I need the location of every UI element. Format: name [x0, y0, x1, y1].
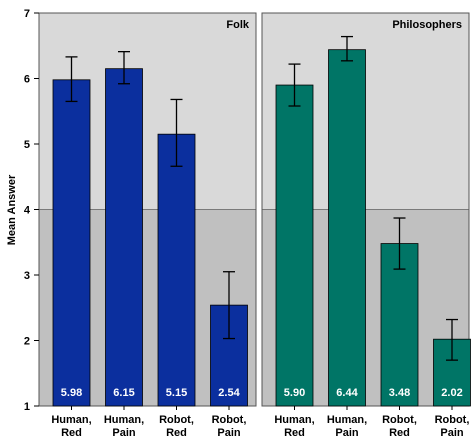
- x-tick-label: Human,: [327, 414, 367, 426]
- bar-value-label: 5.90: [284, 387, 305, 399]
- x-tick-label: Robot,: [435, 414, 470, 426]
- bar-value-label: 2.54: [218, 387, 240, 399]
- y-axis-label: Mean Answer: [6, 174, 18, 245]
- bar-value-label: 6.15: [113, 387, 134, 399]
- bar: [275, 84, 314, 407]
- x-tick-label: Robot,: [382, 414, 417, 426]
- y-tick-label: 5: [24, 139, 30, 151]
- x-tick-label: Red: [61, 427, 82, 439]
- panel-title: Philosophers: [392, 19, 462, 31]
- x-tick-label: Pain: [217, 427, 241, 439]
- x-tick-label: Pain: [440, 427, 464, 439]
- x-tick-label: Human,: [104, 414, 144, 426]
- y-tick-label: 1: [24, 401, 30, 413]
- x-tick-label: Red: [284, 427, 305, 439]
- y-tick-label: 6: [24, 74, 30, 86]
- x-tick-label: Robot,: [212, 414, 247, 426]
- x-tick-label: Human,: [51, 414, 91, 426]
- y-tick-label: 2: [24, 336, 30, 348]
- bar: [105, 68, 143, 407]
- y-tick-label: 4: [24, 205, 31, 217]
- bar-value-label: 5.98: [61, 387, 82, 399]
- panel-0: Folk5.98Human,Red6.15Human,Pain5.15Robot…: [38, 12, 257, 439]
- bar-value-label: 6.44: [336, 387, 358, 399]
- x-tick-label: Pain: [112, 427, 136, 439]
- y-axis: 1 2 3 4 5 6 7: [24, 8, 39, 413]
- bar-value-label: 2.02: [441, 387, 462, 399]
- x-tick-label: Human,: [274, 414, 314, 426]
- y-tick-label: 3: [24, 270, 30, 282]
- bar-value-label: 3.48: [389, 387, 410, 399]
- x-tick-label: Robot,: [159, 414, 194, 426]
- x-tick-label: Red: [166, 427, 187, 439]
- bar: [157, 133, 196, 407]
- panel-1: Philosophers5.90Human,Red6.44Human,Pain3…: [261, 12, 471, 439]
- bar: [52, 79, 91, 407]
- bar: [328, 49, 366, 407]
- x-tick-label: Pain: [335, 427, 359, 439]
- y-tick-label: 7: [24, 8, 30, 20]
- bar: [380, 243, 419, 407]
- panel-title: Folk: [226, 19, 249, 31]
- bar-value-label: 5.15: [166, 387, 187, 399]
- panels: Folk5.98Human,Red6.15Human,Pain5.15Robot…: [38, 12, 471, 439]
- x-tick-label: Red: [389, 427, 410, 439]
